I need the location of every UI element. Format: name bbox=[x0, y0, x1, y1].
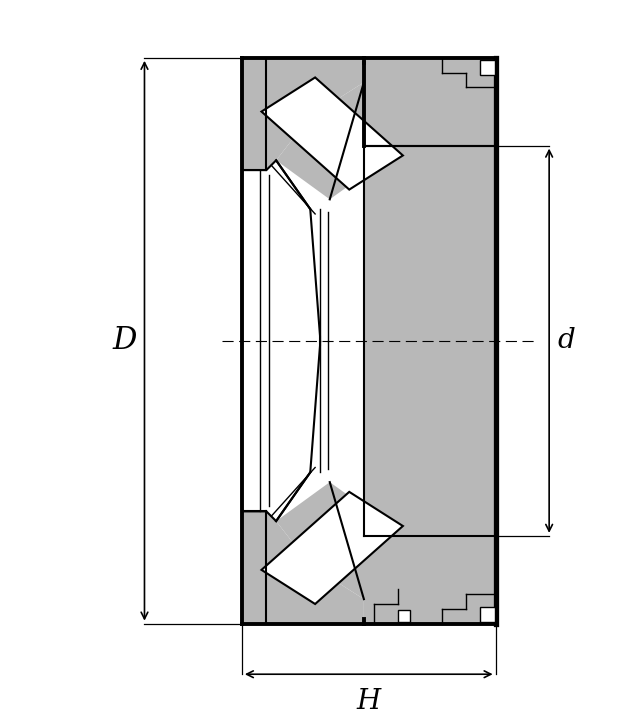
Bar bbox=[480, 60, 495, 74]
Polygon shape bbox=[242, 160, 320, 521]
Bar bbox=[398, 610, 410, 621]
Polygon shape bbox=[262, 77, 403, 190]
Polygon shape bbox=[364, 58, 495, 145]
Polygon shape bbox=[276, 82, 495, 199]
Bar bbox=[480, 607, 495, 621]
Text: d: d bbox=[558, 327, 575, 354]
Polygon shape bbox=[242, 58, 364, 170]
Text: H: H bbox=[356, 688, 381, 715]
Polygon shape bbox=[262, 492, 403, 604]
Polygon shape bbox=[276, 482, 495, 599]
Polygon shape bbox=[364, 145, 495, 536]
Bar bbox=[242, 58, 495, 624]
Polygon shape bbox=[364, 536, 495, 624]
Text: D: D bbox=[113, 325, 137, 357]
Polygon shape bbox=[242, 511, 364, 624]
